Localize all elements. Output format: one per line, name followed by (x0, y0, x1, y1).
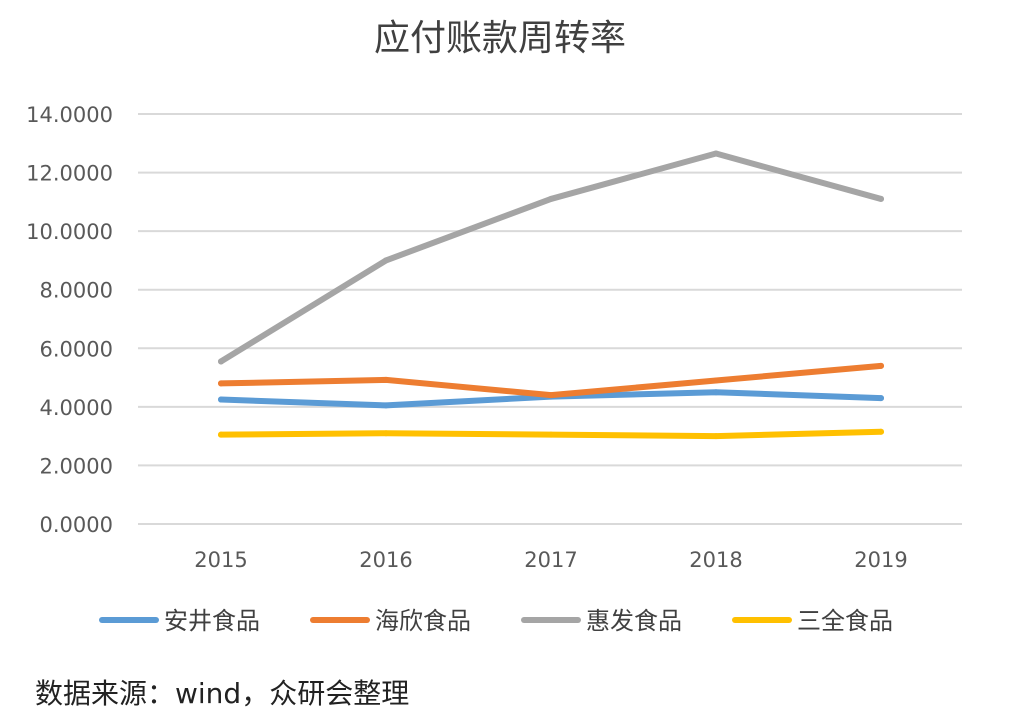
data-point (713, 150, 719, 157)
legend-label-3: 惠发食品 (586, 607, 682, 635)
chart-title: 应付账款周转率 (374, 18, 626, 59)
data-point (218, 358, 224, 365)
y-tick-label: 2.0000 (40, 454, 113, 478)
x-tick-label: 2018 (689, 548, 742, 572)
legend-label-4: 三全食品 (797, 607, 893, 635)
legend-label-1: 安井食品 (164, 607, 260, 635)
gridlines (138, 113, 962, 525)
data-point (713, 433, 719, 440)
data-point (383, 402, 389, 409)
series-lines (218, 150, 884, 440)
line-chart: 应付账款周转率 0.0000 2.0000 4.0000 6.0000 8.0000 10… (26, 18, 962, 635)
legend: 安井食品 海欣食品 惠发食品 三全食品 (99, 607, 893, 635)
x-tick-label: 2019 (854, 548, 907, 572)
data-point (548, 392, 554, 399)
series-line-2 (218, 362, 884, 399)
x-tick-label: 2017 (524, 548, 577, 572)
legend-label-2: 海欣食品 (375, 607, 471, 635)
data-point (548, 195, 554, 202)
series-line-3 (218, 150, 884, 365)
x-axis-ticks: 2015 2016 2017 2018 2019 (194, 548, 907, 572)
source-note: 数据来源：wind，众研会整理 (35, 677, 410, 710)
data-point (218, 380, 224, 387)
y-tick-label: 4.0000 (40, 396, 113, 420)
data-point (383, 376, 389, 383)
data-point (383, 430, 389, 437)
y-tick-label: 8.0000 (40, 279, 113, 303)
data-point (878, 428, 884, 435)
data-point (878, 362, 884, 369)
y-tick-label: 10.0000 (26, 220, 113, 244)
y-tick-label: 12.0000 (26, 162, 113, 186)
y-tick-label: 14.0000 (26, 103, 113, 127)
x-tick-label: 2016 (359, 548, 412, 572)
x-tick-label: 2015 (194, 548, 247, 572)
data-point (878, 195, 884, 202)
data-point (878, 395, 884, 402)
data-point (713, 377, 719, 384)
data-point (218, 396, 224, 403)
data-point (548, 431, 554, 438)
y-axis-ticks: 0.0000 2.0000 4.0000 6.0000 8.0000 10.0000 12.… (26, 103, 113, 537)
y-tick-label: 0.0000 (40, 513, 113, 537)
data-point (713, 389, 719, 396)
data-point (218, 431, 224, 438)
data-point (383, 257, 389, 264)
y-tick-label: 6.0000 (40, 337, 113, 361)
